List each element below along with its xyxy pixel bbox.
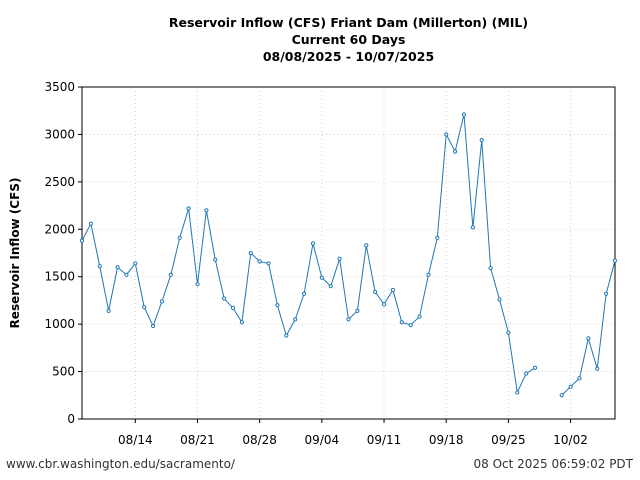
- data-point: [79, 238, 85, 243]
- data-point: [604, 291, 609, 296]
- data-point: [239, 320, 244, 325]
- data-point: [150, 323, 156, 329]
- x-tick-label: 09/11: [367, 433, 402, 447]
- data-point: [506, 330, 511, 335]
- chart-title-line-3: 08/08/2025 - 10/07/2025: [262, 49, 435, 64]
- data-point: [222, 296, 227, 301]
- data-point: [266, 261, 271, 266]
- data-point: [168, 272, 173, 277]
- data-point: [524, 371, 529, 376]
- chart-title: Reservoir Inflow (CFS) Friant Dam (Mille…: [82, 14, 615, 65]
- data-point: [408, 322, 413, 328]
- data-point: [444, 132, 449, 137]
- data-point: [355, 308, 360, 313]
- x-tick-label: 09/18: [429, 433, 464, 447]
- data-point: [301, 291, 307, 296]
- data-point: [115, 265, 120, 270]
- data-point: [248, 250, 253, 256]
- data-point: [515, 390, 520, 395]
- data-point: [612, 258, 618, 263]
- data-point: [319, 275, 324, 280]
- data-point: [532, 365, 538, 370]
- source-url: www.cbr.washington.edu/sacramento/: [6, 457, 235, 471]
- data-point: [346, 317, 351, 322]
- data-point: [133, 261, 138, 266]
- data-point: [337, 256, 342, 261]
- plot-area: [82, 87, 615, 419]
- data-point: [453, 149, 458, 154]
- data-point: [186, 206, 191, 211]
- data-point: [142, 304, 147, 310]
- x-tick-label: 09/04: [305, 433, 340, 447]
- data-point: [124, 272, 129, 277]
- x-tick-label: 08/21: [180, 433, 215, 447]
- x-tick-label: 10/02: [553, 433, 588, 447]
- data-point: [159, 299, 165, 304]
- data-point: [177, 235, 182, 240]
- data-point: [497, 297, 502, 302]
- data-point: [310, 241, 316, 246]
- y-tick-label: 0: [67, 412, 75, 426]
- y-tick-label: 500: [52, 365, 75, 379]
- data-point: [328, 284, 333, 289]
- data-point: [373, 289, 378, 294]
- data-point: [230, 305, 236, 311]
- x-tick-label: 08/28: [242, 433, 277, 447]
- data-point: [417, 314, 422, 319]
- data-point: [461, 112, 467, 117]
- data-point: [586, 336, 591, 341]
- x-tick-label: 09/25: [491, 433, 526, 447]
- y-tick-label: 3500: [44, 80, 75, 94]
- x-tick-label: 08/14: [118, 433, 153, 447]
- data-point: [559, 393, 564, 398]
- data-point: [195, 282, 200, 287]
- data-point: [568, 384, 573, 389]
- timestamp: 08 Oct 2025 06:59:02 PDT: [473, 457, 633, 471]
- data-point: [284, 333, 289, 338]
- data-point: [435, 235, 440, 240]
- data-point: [381, 302, 387, 307]
- data-point: [97, 264, 102, 269]
- data-point: [390, 287, 396, 293]
- chart-title-line-1: Reservoir Inflow (CFS) Friant Dam (Mille…: [168, 15, 529, 30]
- y-tick-label: 2000: [44, 222, 75, 236]
- data-point: [293, 317, 298, 322]
- y-tick-label: 2500: [44, 175, 75, 189]
- data-point: [275, 303, 280, 308]
- data-point: [399, 320, 404, 325]
- plot-frame: [81, 86, 616, 420]
- y-tick-label: 1000: [44, 317, 75, 331]
- data-point: [204, 208, 209, 213]
- series-line: [81, 114, 536, 395]
- data-point: [479, 138, 484, 143]
- data-point: [88, 221, 93, 226]
- data-point: [488, 266, 493, 271]
- data-point: [257, 259, 262, 264]
- y-tick-label: 3000: [44, 127, 75, 141]
- data-point: [106, 308, 111, 313]
- data-point: [595, 366, 600, 371]
- data-point: [364, 243, 369, 248]
- y-tick-label: 1500: [44, 270, 75, 284]
- data-point: [470, 225, 475, 230]
- data-point: [577, 376, 582, 381]
- chart-title-line-2: Current 60 Days: [291, 32, 406, 47]
- data-point: [213, 257, 218, 262]
- data-point: [426, 272, 431, 277]
- y-axis-label: Reservoir Inflow (CFS): [8, 178, 22, 329]
